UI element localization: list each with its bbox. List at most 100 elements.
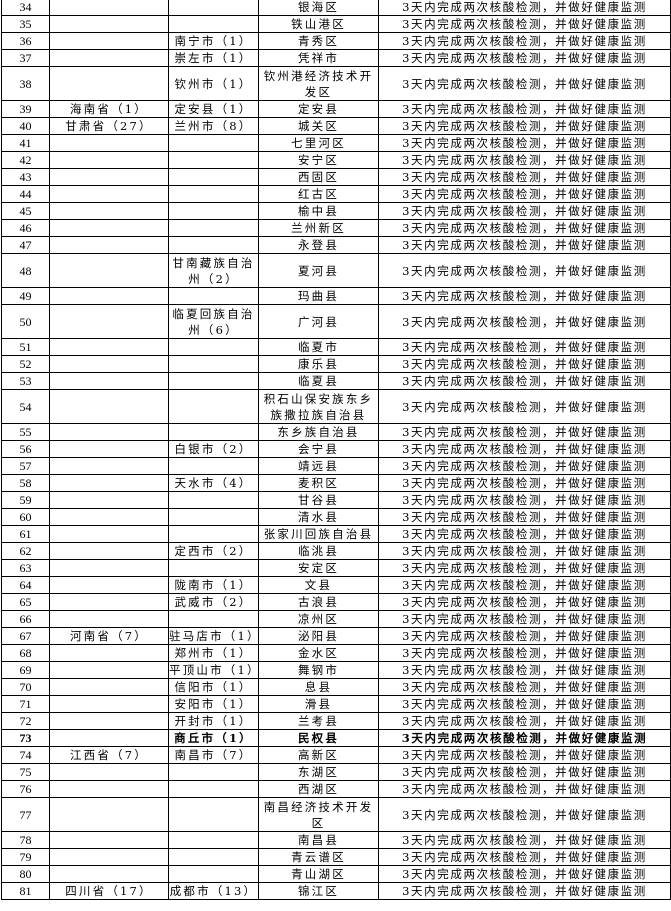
cell-city: 崇左市（1）: [168, 49, 259, 67]
cell-requirement: 3天内完成两次核酸检测，并做好健康监测: [378, 185, 671, 203]
cell-requirement: 3天内完成两次核酸检测，并做好健康监测: [378, 372, 671, 390]
cell-no: 68: [1, 644, 50, 662]
cell-no: 43: [1, 168, 50, 186]
cell-city: [168, 0, 259, 16]
cell-requirement: 3天内完成两次核酸检测，并做好健康监测: [378, 644, 671, 662]
cell-province: [49, 457, 169, 475]
cell-no: 73: [1, 729, 50, 747]
cell-district: 青云谱区: [258, 848, 379, 866]
cell-no: 61: [1, 525, 50, 543]
cell-requirement: 3天内完成两次核酸检测，并做好健康监测: [378, 780, 671, 798]
cell-no: 38: [1, 66, 50, 101]
cell-city: [168, 848, 259, 866]
cell-district: 七里河区: [258, 134, 379, 152]
table-row: 50 临夏回族自治州（6） 广河县 3天内完成两次核酸检测，并做好健康监测: [1, 304, 671, 339]
cell-requirement: 3天内完成两次核酸检测，并做好健康监测: [378, 338, 671, 356]
cell-city: 平顶山市（1）: [168, 661, 261, 679]
cell-province: 河南省（7）: [49, 627, 169, 645]
cell-district: 金水区: [258, 644, 379, 662]
cell-no: 56: [1, 440, 50, 458]
cell-no: 35: [1, 15, 50, 33]
cell-province: [49, 168, 169, 186]
cell-city: 驻马店市（1）: [168, 627, 261, 645]
cell-city: 郑州市（1）: [168, 644, 259, 662]
cell-province: [49, 508, 169, 526]
cell-requirement: 3天内完成两次核酸检测，并做好健康监测: [378, 593, 671, 611]
cell-province: [49, 542, 169, 560]
table-row: 76 西湖区 3天内完成两次核酸检测，并做好健康监测: [1, 780, 671, 798]
cell-district: 民权县: [258, 729, 379, 747]
cell-no: 46: [1, 219, 50, 237]
cell-no: 49: [1, 287, 50, 305]
cell-district: 西湖区: [258, 780, 379, 798]
table-row: 35 铁山港区 3天内完成两次核酸检测，并做好健康监测: [1, 15, 671, 33]
table-row: 69 平顶山市（1） 舞钢市 3天内完成两次核酸检测，并做好健康监测: [1, 661, 671, 679]
table-row: 44 红古区 3天内完成两次核酸检测，并做好健康监测: [1, 185, 671, 203]
cell-province: [49, 729, 169, 747]
cell-no: 60: [1, 508, 50, 526]
cell-city: 陇南市（1）: [168, 576, 259, 594]
table-row: 67 河南省（7） 驻马店市（1） 泌阳县 3天内完成两次核酸检测，并做好健康监测: [1, 627, 671, 645]
cell-district: 铁山港区: [258, 15, 379, 33]
cell-province: [49, 372, 169, 390]
cell-province: [49, 389, 169, 424]
cell-requirement: 3天内完成两次核酸检测，并做好健康监测: [378, 202, 671, 220]
cell-city: 武威市（2）: [168, 593, 259, 611]
cell-requirement: 3天内完成两次核酸检测，并做好健康监测: [378, 49, 671, 67]
table-row: 48 甘南藏族自治州（2） 夏河县 3天内完成两次核酸检测，并做好健康监测: [1, 253, 671, 288]
table-row: 52 康乐县 3天内完成两次核酸检测，并做好健康监测: [1, 355, 671, 373]
table-row: 34 银海区 3天内完成两次核酸检测，并做好健康监测: [1, 0, 671, 16]
cell-requirement: 3天内完成两次核酸检测，并做好健康监测: [378, 117, 671, 135]
cell-province: [49, 763, 169, 781]
cell-province: [49, 15, 169, 33]
table-row: 51 临夏市 3天内完成两次核酸检测，并做好健康监测: [1, 338, 671, 356]
table-row: 65 武威市（2） 古浪县 3天内完成两次核酸检测，并做好健康监测: [1, 593, 671, 611]
cell-province: [49, 865, 169, 883]
table-row: 72 开封市（1） 兰考县 3天内完成两次核酸检测，并做好健康监测: [1, 712, 671, 730]
table-row: 38 钦州市（1） 钦州港经济技术开发区 3天内完成两次核酸检测，并做好健康监测: [1, 66, 671, 101]
cell-district: 积石山保安族东乡族撒拉族自治县: [258, 389, 379, 424]
cell-city: [168, 151, 259, 169]
cell-district: 东乡族自治县: [258, 423, 379, 441]
table-row: 56 白银市（2） 会宁县 3天内完成两次核酸检测，并做好健康监测: [1, 440, 671, 458]
cell-district: 凉州区: [258, 610, 379, 628]
table-row: 36 南宁市（1） 青秀区 3天内完成两次核酸检测，并做好健康监测: [1, 32, 671, 50]
cell-province: [49, 474, 169, 492]
cell-city: [168, 610, 259, 628]
cell-city: 钦州市（1）: [168, 66, 259, 101]
cell-city: [168, 202, 259, 220]
cell-province: [49, 287, 169, 305]
cell-province: [49, 780, 169, 798]
cell-district: 安定区: [258, 559, 379, 577]
cell-requirement: 3天内完成两次核酸检测，并做好健康监测: [378, 695, 671, 713]
cell-province: [49, 593, 169, 611]
cell-city: 天水市（4）: [168, 474, 259, 492]
cell-requirement: 3天内完成两次核酸检测，并做好健康监测: [378, 287, 671, 305]
cell-district: 钦州港经济技术开发区: [258, 66, 379, 101]
table-row: 75 东湖区 3天内完成两次核酸检测，并做好健康监测: [1, 763, 671, 781]
table-row: 37 崇左市（1） 凭祥市 3天内完成两次核酸检测，并做好健康监测: [1, 49, 671, 67]
cell-district: 临夏县: [258, 372, 379, 390]
cell-province: [49, 712, 169, 730]
table-row: 46 兰州新区 3天内完成两次核酸检测，并做好健康监测: [1, 219, 671, 237]
cell-province: 江西省（7）: [49, 746, 169, 764]
cell-province: [49, 355, 169, 373]
cell-no: 70: [1, 678, 50, 696]
cell-no: 66: [1, 610, 50, 628]
table-row: 49 玛曲县 3天内完成两次核酸检测，并做好健康监测: [1, 287, 671, 305]
cell-city: [168, 134, 259, 152]
cell-requirement: 3天内完成两次核酸检测，并做好健康监测: [378, 151, 671, 169]
cell-province: [49, 49, 169, 67]
cell-district: 红古区: [258, 185, 379, 203]
cell-province: [49, 610, 169, 628]
cell-province: [49, 202, 169, 220]
cell-no: 41: [1, 134, 50, 152]
cell-requirement: 3天内完成两次核酸检测，并做好健康监测: [378, 304, 671, 339]
cell-requirement: 3天内完成两次核酸检测，并做好健康监测: [378, 474, 671, 492]
cell-province: 甘肃省（27）: [49, 117, 169, 135]
cell-requirement: 3天内完成两次核酸检测，并做好健康监测: [378, 219, 671, 237]
cell-district: 临洮县: [258, 542, 379, 560]
cell-city: 南昌市（7）: [168, 746, 259, 764]
cell-requirement: 3天内完成两次核酸检测，并做好健康监测: [378, 355, 671, 373]
cell-district: 滑县: [258, 695, 379, 713]
